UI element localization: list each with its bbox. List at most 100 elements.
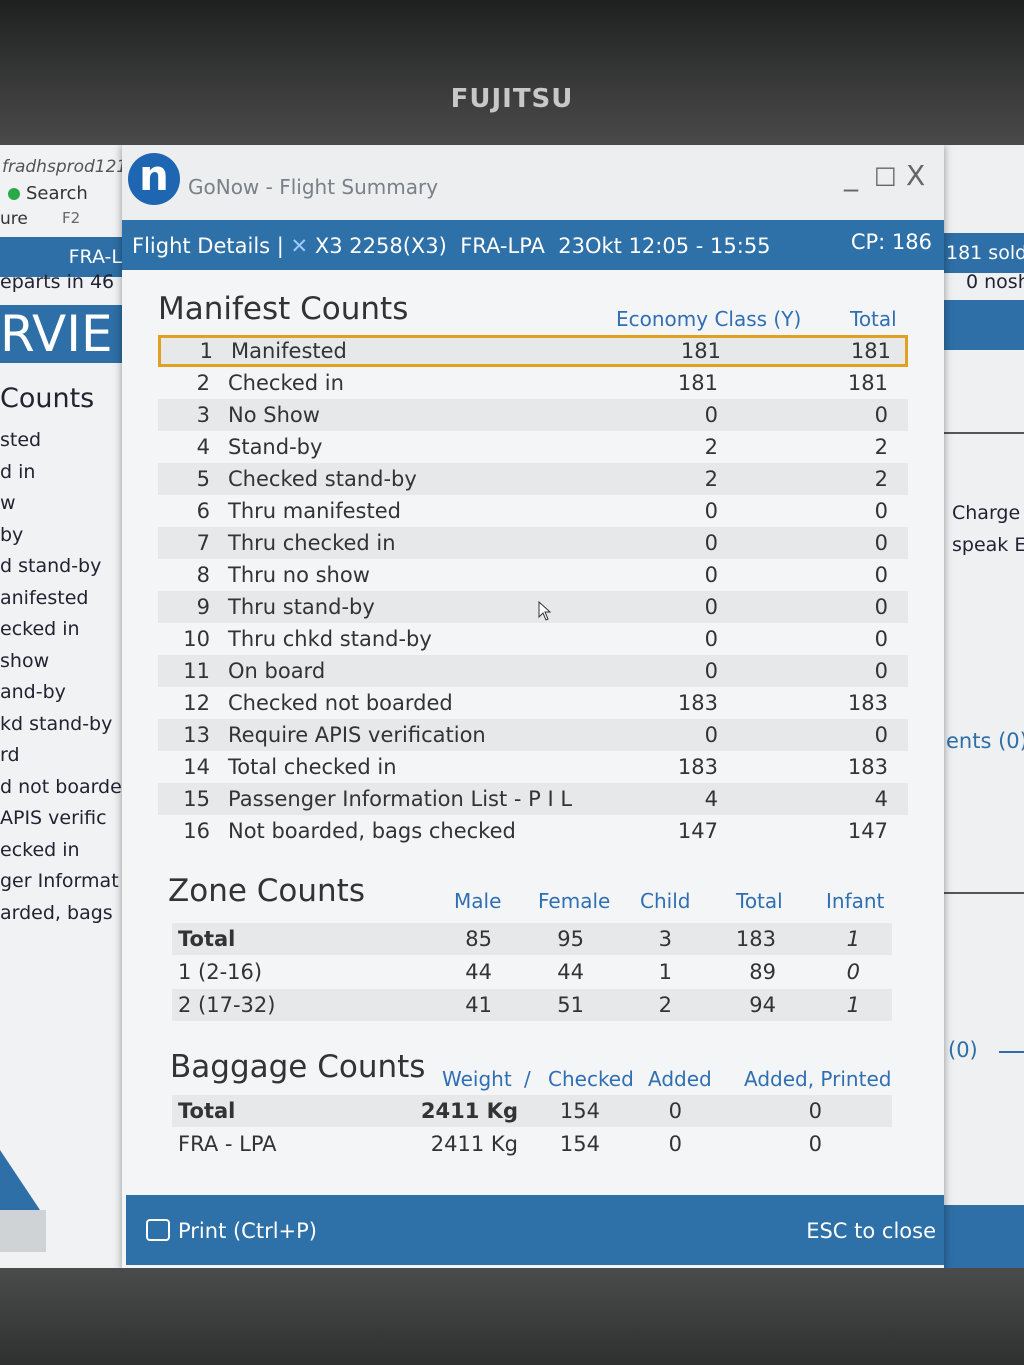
manifest-row[interactable]: 14 Total checked in 183 183 xyxy=(158,751,908,783)
bg-list-item: d stand-by xyxy=(0,555,102,577)
zone-total-value: 183 xyxy=(735,927,776,951)
manifest-row[interactable]: 15 Passenger Information List - P I L 4 4 xyxy=(158,783,908,815)
bg-speak-label: speak En xyxy=(952,534,1024,556)
bg-list-item: ecked in xyxy=(0,618,80,640)
total-value: 181 xyxy=(850,339,891,363)
manifest-row[interactable]: 5 Checked stand-by 2 2 xyxy=(158,463,908,495)
gonow-logo-icon: n xyxy=(128,153,180,205)
zone-label: 2 (17-32) xyxy=(178,993,276,1017)
total-value: 0 xyxy=(874,403,888,427)
manifest-row[interactable]: 16 Not boarded, bags checked 147 147 xyxy=(158,815,908,847)
divider xyxy=(944,892,1024,894)
row-number: 13 xyxy=(183,723,210,747)
bg-list-item: anifested xyxy=(0,586,89,609)
close-hint-button[interactable]: ESC to close xyxy=(806,1219,936,1243)
manifest-row[interactable]: 6 Thru manifested 0 0 xyxy=(158,495,908,527)
child-value: 2 xyxy=(658,993,672,1017)
bg-counts-list: sted d in w by d stand-by anifested ecked in sh… xyxy=(0,425,122,929)
economy-value: 0 xyxy=(704,659,718,683)
print-button[interactable]: Print (Ctrl+P) xyxy=(146,1195,317,1267)
economy-value: 147 xyxy=(677,819,718,843)
user-label: fradhsprod121, xyxy=(2,157,128,177)
infant-value: 1 xyxy=(846,927,860,951)
manifest-row[interactable]: 9 Thru stand-by 0 0 xyxy=(158,591,908,623)
flight-time: 23Okt 12:05 - 15:55 xyxy=(558,234,771,258)
weight-value: 2411 Kg xyxy=(420,1099,518,1123)
economy-value: 4 xyxy=(704,787,718,811)
economy-value: 0 xyxy=(704,627,718,651)
male-value: 85 xyxy=(465,927,492,951)
manifest-row[interactable]: 3 No Show 0 0 xyxy=(158,399,908,431)
manifest-row[interactable]: 13 Require APIS verification 0 0 xyxy=(158,719,908,751)
baggage-row: Total 2411 Kg 154 0 0 xyxy=(172,1095,892,1127)
row-number: 5 xyxy=(196,467,210,491)
col-added-header: Added xyxy=(648,1067,712,1091)
search-label: Search xyxy=(26,183,88,204)
zone-col-header: Infant xyxy=(826,889,885,913)
search-button[interactable]: Search xyxy=(8,183,88,204)
bg-list-item: d not boarde xyxy=(0,775,122,798)
manifest-row[interactable]: 10 Thru chkd stand-by 0 0 xyxy=(158,623,908,655)
total-value: 0 xyxy=(874,531,888,555)
row-number: 15 xyxy=(183,787,210,811)
col-weight-header: Weight xyxy=(442,1067,512,1091)
screen: fradhsprod121, Search ure F2 FRA-L epart… xyxy=(0,145,1024,1270)
economy-value: 2 xyxy=(704,467,718,491)
close-button[interactable]: X xyxy=(906,159,926,192)
col-sep: / xyxy=(524,1067,531,1091)
infant-value: 1 xyxy=(846,993,860,1017)
bg-zero-link[interactable]: (0) xyxy=(948,1038,978,1062)
bg-list-item: sted xyxy=(0,429,42,451)
bg-list-item: by xyxy=(0,523,24,546)
zone-row: Total 85 95 3 183 1 xyxy=(172,923,892,955)
print-label: Print (Ctrl+P) xyxy=(178,1219,317,1243)
mouse-cursor-icon xyxy=(538,601,552,621)
bg-comments-link[interactable]: ents (0) xyxy=(946,729,1024,753)
total-value: 183 xyxy=(847,755,888,779)
bg-list-item: ecked in xyxy=(0,838,80,861)
maximize-button[interactable]: □ xyxy=(874,161,897,189)
cp-count: CP: 186 xyxy=(850,230,932,254)
zone-total-value: 94 xyxy=(749,993,776,1017)
manifest-row[interactable]: 7 Thru checked in 0 0 xyxy=(158,527,908,559)
window-title: GoNow - Flight Summary xyxy=(188,175,439,199)
zone-label: Total xyxy=(178,927,236,951)
zone-row: 1 (2-16) 44 44 1 89 0 xyxy=(172,956,892,988)
bg-f2-label: F2 xyxy=(62,209,81,227)
bg-departs: eparts in 46 xyxy=(0,271,115,293)
economy-value: 183 xyxy=(677,755,718,779)
row-label: Manifested xyxy=(231,339,347,363)
baggage-label: Total xyxy=(178,1099,236,1123)
bg-panel xyxy=(944,300,1024,350)
added-value: 0 xyxy=(668,1099,682,1123)
zone-title: Zone Counts xyxy=(168,873,365,909)
monitor-brand: FUJITSU xyxy=(450,84,574,114)
row-label: Checked not boarded xyxy=(228,691,453,715)
economy-value: 0 xyxy=(704,499,718,523)
minimize-button[interactable]: _ xyxy=(844,159,858,192)
manifest-row[interactable]: 11 On board 0 0 xyxy=(158,655,908,687)
flight-number: X3 2258(X3) xyxy=(314,234,447,258)
total-value: 2 xyxy=(874,467,888,491)
female-value: 51 xyxy=(557,993,584,1017)
bg-nosh: 0 nosh xyxy=(966,271,1024,293)
manifest-row[interactable]: 2 Checked in 181 181 xyxy=(158,367,908,399)
row-number: 1 xyxy=(199,339,213,363)
manifest-row[interactable]: 8 Thru no show 0 0 xyxy=(158,559,908,591)
manifest-row[interactable]: 4 Stand-by 2 2 xyxy=(158,431,908,463)
bg-input-box[interactable] xyxy=(0,1210,46,1252)
row-number: 11 xyxy=(183,659,210,683)
background-app-right: 181 sold 0 nosh Charge speak En ents (0)… xyxy=(944,145,1024,1270)
bg-sold: 181 sold xyxy=(944,233,1024,273)
checked-value: 154 xyxy=(559,1099,600,1123)
female-value: 44 xyxy=(557,960,584,984)
flight-route: FRA-LPA xyxy=(460,234,545,258)
flight-details-bar: Flight Details | ✕ X3 2258(X3) FRA-LPA 2… xyxy=(122,220,944,270)
manifest-row[interactable]: 12 Checked not boarded 183 183 xyxy=(158,687,908,719)
bg-counts-title: Counts xyxy=(0,383,95,414)
manifest-row[interactable]: 1 Manifested 181 181 xyxy=(158,335,908,367)
col-added-printed-header: Added, Printed xyxy=(744,1067,892,1091)
status-dot-icon xyxy=(8,188,20,200)
zone-label: 1 (2-16) xyxy=(178,960,263,984)
row-label: Thru checked in xyxy=(228,531,396,555)
